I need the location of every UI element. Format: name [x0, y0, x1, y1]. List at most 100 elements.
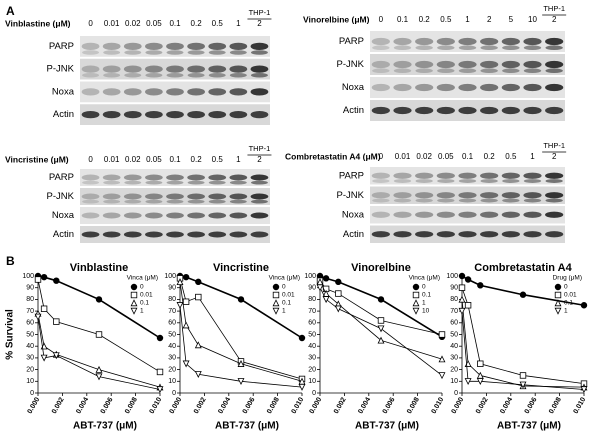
- band: [436, 83, 455, 92]
- marker: [316, 284, 324, 292]
- lane-label: 0.1: [397, 15, 409, 24]
- panel-label: A: [6, 4, 15, 18]
- band: [415, 60, 434, 69]
- chart-title: Vinorelbine: [351, 262, 411, 274]
- legend-title: Vinca (μM): [409, 275, 440, 282]
- marker: [464, 276, 472, 283]
- blot-title: Combretastatin A4 (μM): [285, 151, 381, 161]
- band: [123, 65, 142, 73]
- x-tick-label: 0.004: [75, 396, 90, 415]
- band: [82, 50, 99, 55]
- y-tick-label: 70: [26, 308, 34, 315]
- marker: [334, 305, 342, 313]
- control-label: THP-1: [249, 8, 271, 17]
- band: [415, 45, 433, 51]
- marker: [95, 331, 103, 338]
- row-label: Actin: [53, 109, 74, 120]
- band: [208, 65, 227, 73]
- legend-label: 0: [422, 284, 426, 291]
- band: [480, 60, 499, 69]
- band: [523, 172, 542, 179]
- y-tick-label: 90: [308, 285, 316, 292]
- x-tick-label: 0.010: [149, 396, 164, 415]
- y-tick-label: 60: [450, 320, 458, 327]
- lane-label: 0.05: [146, 155, 162, 164]
- band: [501, 37, 520, 46]
- band: [123, 174, 142, 181]
- lane-label: 0.5: [212, 19, 224, 28]
- legend-marker: [130, 283, 138, 291]
- band: [480, 45, 498, 51]
- y-tick-label: 100: [304, 273, 316, 280]
- y-tick-label: 60: [168, 320, 176, 327]
- band: [372, 68, 390, 74]
- x-tick-label: 0.006: [382, 396, 397, 415]
- band: [102, 65, 121, 73]
- legend-label: 0.1: [422, 292, 431, 299]
- band: [480, 198, 498, 203]
- band: [523, 45, 542, 51]
- band: [393, 45, 412, 51]
- band: [187, 212, 205, 219]
- chart-title: Combretastatin A4: [474, 262, 572, 274]
- blot-title: Vincristine (μM): [5, 154, 69, 164]
- band: [480, 179, 498, 183]
- band: [415, 83, 434, 92]
- band: [208, 193, 227, 200]
- band: [145, 65, 163, 73]
- lane-label: 10: [528, 15, 537, 24]
- legend-marker: [554, 283, 562, 291]
- band: [502, 198, 520, 203]
- control-label: THP-1: [249, 144, 271, 153]
- band: [371, 231, 390, 238]
- band: [145, 42, 163, 51]
- x-tick-label: 0.008: [406, 396, 421, 415]
- band: [523, 60, 542, 69]
- band: [480, 192, 499, 199]
- y-tick-label: 100: [22, 273, 34, 280]
- lane-label: 2: [552, 15, 557, 24]
- legend-marker: [412, 291, 420, 299]
- band: [415, 68, 433, 74]
- band: [250, 174, 269, 181]
- band: [145, 50, 163, 55]
- marker: [335, 278, 342, 286]
- legend-marker: [554, 291, 562, 299]
- x-tick-label: 0.000: [169, 396, 184, 415]
- marker: [377, 336, 385, 344]
- y-tick-label: 0: [454, 390, 458, 397]
- marker: [195, 293, 202, 301]
- legend-label: 1: [564, 308, 568, 315]
- marker: [52, 352, 60, 360]
- band: [145, 180, 163, 185]
- band: [480, 83, 499, 92]
- band: [103, 72, 121, 78]
- band: [415, 231, 434, 238]
- marker: [477, 282, 484, 289]
- band: [166, 65, 184, 73]
- lane-label: 1: [530, 152, 535, 161]
- y-tick-label: 30: [308, 355, 316, 362]
- legend-marker: [130, 307, 138, 315]
- y-tick-label: 30: [168, 355, 176, 362]
- band: [545, 179, 563, 183]
- x-tick-label: 0.010: [291, 396, 306, 415]
- y-tick-label: 20: [26, 366, 34, 373]
- lane-label: 0.1: [169, 19, 181, 28]
- lane-label: 2: [552, 152, 557, 161]
- band: [523, 211, 542, 218]
- lane-label: 0.5: [440, 15, 452, 24]
- band: [545, 198, 563, 203]
- band: [166, 42, 184, 51]
- y-tick-label: 70: [450, 308, 458, 315]
- band: [415, 172, 434, 179]
- band: [81, 193, 100, 200]
- band: [523, 231, 542, 238]
- y-tick-label: 10: [26, 378, 34, 385]
- band: [415, 211, 434, 218]
- band: [187, 50, 205, 55]
- band: [187, 65, 205, 73]
- band: [436, 211, 455, 218]
- x-axis-label: ABT-737 (μM): [215, 421, 279, 432]
